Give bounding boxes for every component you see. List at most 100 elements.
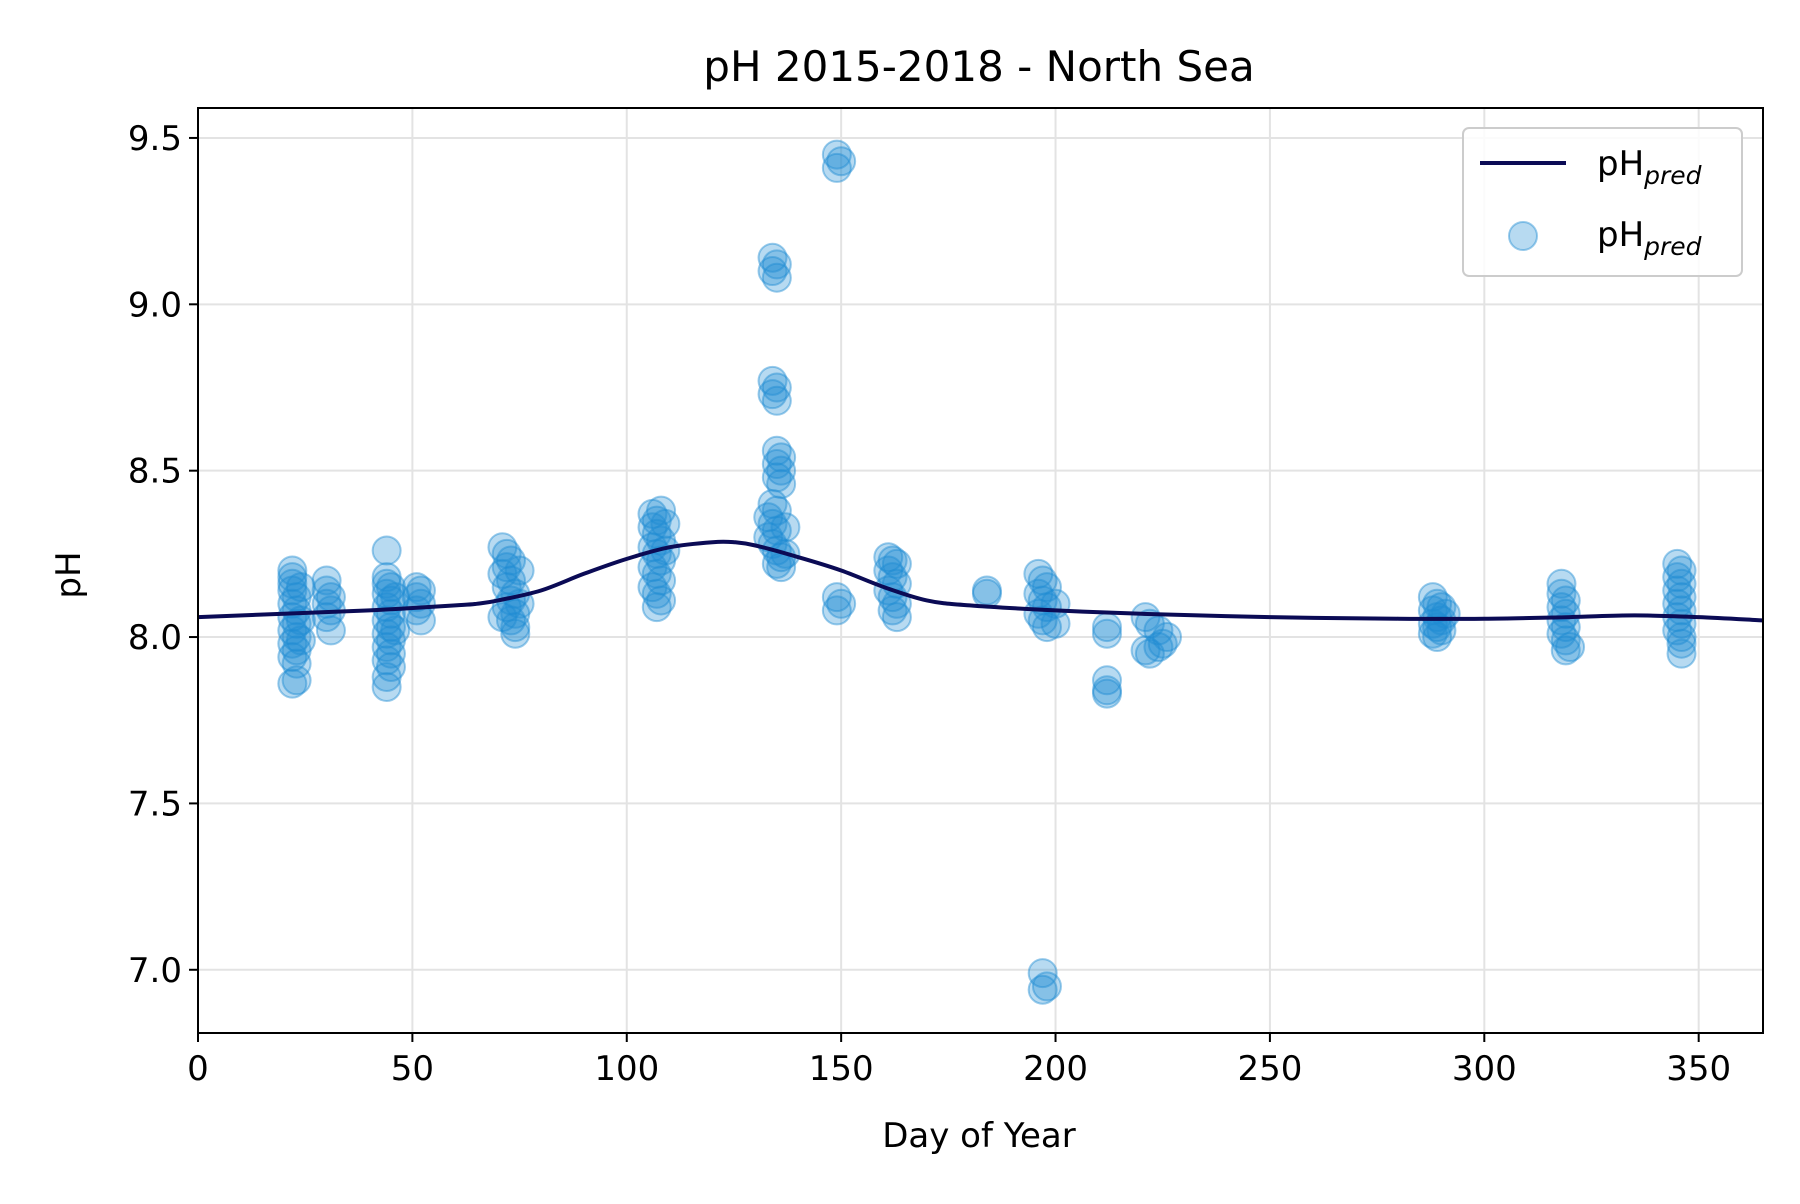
data-point [496,605,526,636]
legend-entry-line-name: pH [1597,144,1644,184]
data-point [491,538,522,569]
data-point [496,545,526,576]
legend: pHpred pHpred [1462,127,1743,277]
data-point [761,372,792,403]
data-point [757,242,788,273]
data-point [1546,605,1577,636]
data-point [1147,628,1178,659]
data-point [311,565,342,596]
data-point [1426,592,1457,623]
chart-title: pH 2015-2018 - North Sea [703,42,1254,91]
data-point [761,449,792,480]
data-point [371,568,402,599]
data-point [277,555,308,586]
data-point [375,651,406,682]
x-axis-label: Day of Year [882,1116,1076,1156]
data-point [761,435,792,466]
data-point [761,385,792,416]
data-point [1550,598,1581,629]
data-point [821,152,852,183]
data-point [641,558,672,589]
data-point [881,602,912,633]
data-point [277,562,308,593]
data-point [277,602,308,633]
data-point [821,139,852,170]
data-point [1091,678,1122,709]
data-point [1550,612,1581,643]
y-tick-label: 7.0 [128,951,182,991]
data-point [500,598,531,629]
data-point [281,595,312,626]
data-point [770,512,801,543]
data-point [371,562,402,593]
data-point [371,605,402,636]
y-axis-ticks: 7.0 7.5 8.0 8.5 9.0 9.5 [128,119,198,991]
data-point [380,582,411,613]
data-point [1666,628,1697,659]
data-point [500,612,531,643]
data-point [753,502,784,533]
line-layer [197,539,1764,623]
data-point [1130,635,1161,666]
data-point [380,615,411,646]
data-point [487,602,518,633]
data-point [1027,605,1058,636]
data-point [401,582,432,613]
data-point [646,565,677,596]
y-tick-label: 8.0 [128,618,182,658]
data-point [285,625,316,656]
data-point [646,545,677,576]
data-point [401,572,432,603]
data-point [650,508,681,539]
data-point [766,455,797,486]
data-point [277,642,308,673]
y-tick-label: 8.5 [128,452,182,492]
data-point [757,365,788,396]
data-point [1546,618,1577,649]
data-point [371,535,402,566]
data-point [761,262,792,293]
prediction-line [197,539,1764,623]
data-point [1143,615,1174,646]
data-point [641,578,672,609]
data-point [277,575,308,606]
data-point [375,638,406,669]
data-point [826,146,857,177]
data-point [757,508,788,539]
data-point [281,622,312,653]
data-point [1550,635,1581,666]
x-axis-ticks: 0 50 100 150 200 250 300 350 [187,1033,1731,1089]
data-point [1546,578,1577,609]
legend-entry-line-sub: pred [1643,161,1702,190]
data-point [496,565,526,596]
data-point [1662,575,1693,606]
data-point [826,588,857,619]
y-tick-label: 7.5 [128,784,182,824]
data-point [1417,608,1448,639]
data-point [1031,592,1062,623]
data-point [405,605,436,636]
data-point [487,558,518,589]
data-point [1666,622,1697,653]
plot-frame [197,107,1764,1034]
data-point [821,595,852,626]
data-point [761,515,792,546]
data-point [761,462,792,493]
data-point [1422,622,1453,653]
data-point [1662,548,1693,579]
data-point [757,379,788,410]
data-point [877,595,908,626]
data-point [1091,675,1122,706]
data-point [405,588,436,619]
data-point [637,512,668,543]
data-point [873,542,904,573]
data-point [1426,615,1457,646]
data-point [881,548,912,579]
data-point [487,532,518,563]
data-point [753,522,784,553]
data-point [1023,558,1054,589]
data-point [1550,585,1581,616]
data-point [281,582,312,613]
x-tick-label: 300 [1452,1049,1517,1089]
